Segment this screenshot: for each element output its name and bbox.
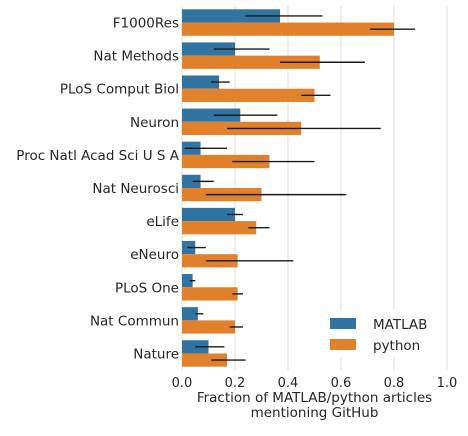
bar-python (182, 55, 320, 69)
x-axis-label: Fraction of MATLAB/python articles (197, 390, 432, 406)
x-tick-label: 0.0 (172, 376, 193, 391)
category-label: eLife (146, 214, 179, 230)
x-tick-label: 0.8 (384, 376, 405, 391)
bar-matlab (182, 274, 193, 288)
bar-python (182, 353, 228, 367)
legend-swatch-python (330, 339, 356, 350)
category-label: Neuron (130, 115, 179, 131)
category-label: Nat Neurosci (92, 181, 179, 197)
bar-matlab (182, 108, 241, 122)
legend-label-matlab: MATLAB (373, 317, 427, 333)
category-label: PLoS One (115, 280, 179, 296)
bar-matlab (182, 207, 235, 222)
bar-matlab (182, 75, 220, 89)
bar-matlab (182, 9, 281, 23)
category-label: Proc Natl Acad Sci U S A (16, 148, 179, 164)
x-tick-label: 0.4 (278, 376, 299, 391)
bar-python (182, 154, 270, 169)
bar-python (182, 22, 394, 36)
bar-python (182, 287, 238, 301)
legend-swatch-matlab (330, 318, 356, 329)
bar-python (182, 221, 257, 235)
x-tick-label: 0.6 (331, 376, 352, 391)
category-label: eNeuro (130, 247, 179, 263)
bar-matlab (182, 42, 235, 56)
category-label: F1000Res (113, 16, 179, 32)
bar-matlab (182, 174, 201, 188)
legend-label-python: python (373, 338, 420, 354)
x-axis-label: mentioning GitHub (251, 405, 379, 421)
category-label: Nature (133, 346, 179, 362)
bar-python (182, 88, 315, 102)
bar-python (182, 320, 235, 334)
x-tick-label: 1.0 (437, 376, 458, 391)
category-label: Nat Commun (90, 313, 179, 329)
category-label: PLoS Comput Biol (60, 82, 179, 98)
x-tick-label: 0.2 (225, 376, 246, 391)
category-label: Nat Methods (93, 49, 179, 65)
bar-matlab (182, 307, 198, 321)
